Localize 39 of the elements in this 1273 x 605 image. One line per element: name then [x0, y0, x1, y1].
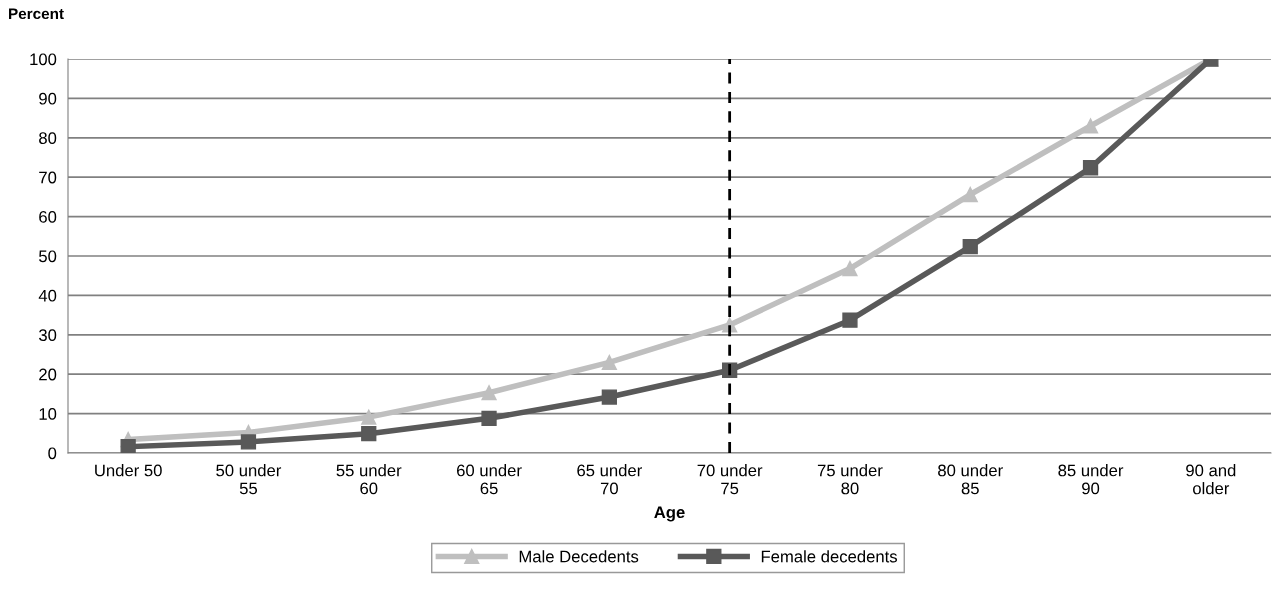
y-tick-label: 20 [39, 368, 57, 381]
point [601, 389, 617, 405]
y-tick-label: 60 [39, 211, 57, 223]
point [842, 260, 858, 277]
y-tick-label: 40 [38, 289, 57, 302]
point [962, 238, 978, 255]
point [601, 354, 617, 371]
point [481, 385, 497, 401]
x-axis-title: Age [654, 506, 685, 522]
y-tick-label: 90 [39, 92, 57, 105]
y-tick-label: 10 [39, 408, 57, 420]
x-tick-label: 75 under 80 [817, 464, 883, 495]
y-tick-label: 30 [38, 329, 57, 341]
x-tick-label: 80 under 85 [938, 464, 1003, 495]
x-tick-label: 70 under 75 [697, 464, 763, 495]
point [962, 186, 978, 203]
x-tick-label: 85 under 90 [1058, 464, 1124, 495]
point [361, 409, 377, 425]
x-tick-label: 50 under 55 [216, 464, 282, 495]
y-axis-title: Percent [9, 8, 64, 20]
point [842, 312, 858, 328]
point [1082, 118, 1099, 134]
y-tick-label: 70 [39, 171, 57, 184]
y-tick-label: 80 [39, 132, 57, 144]
y-tick-label: 0 [48, 447, 57, 460]
x-tick-label: 55 under 60 [336, 464, 402, 495]
x-tick-label: 60 under 65 [457, 464, 522, 495]
x-tick-label: 90 and older [1186, 464, 1236, 495]
point [1082, 160, 1099, 176]
point [481, 410, 497, 426]
x-tick-label: Under 50 [95, 464, 162, 477]
x-tick-label: 65 under 70 [577, 464, 642, 495]
point [361, 426, 377, 442]
y-tick-label: 100 [30, 53, 57, 66]
legend-label: Male Decedents [519, 550, 639, 563]
point [120, 439, 136, 453]
legend-label: Female decedents [761, 550, 898, 563]
y-tick-label: 50 [39, 250, 57, 263]
point [240, 434, 257, 450]
